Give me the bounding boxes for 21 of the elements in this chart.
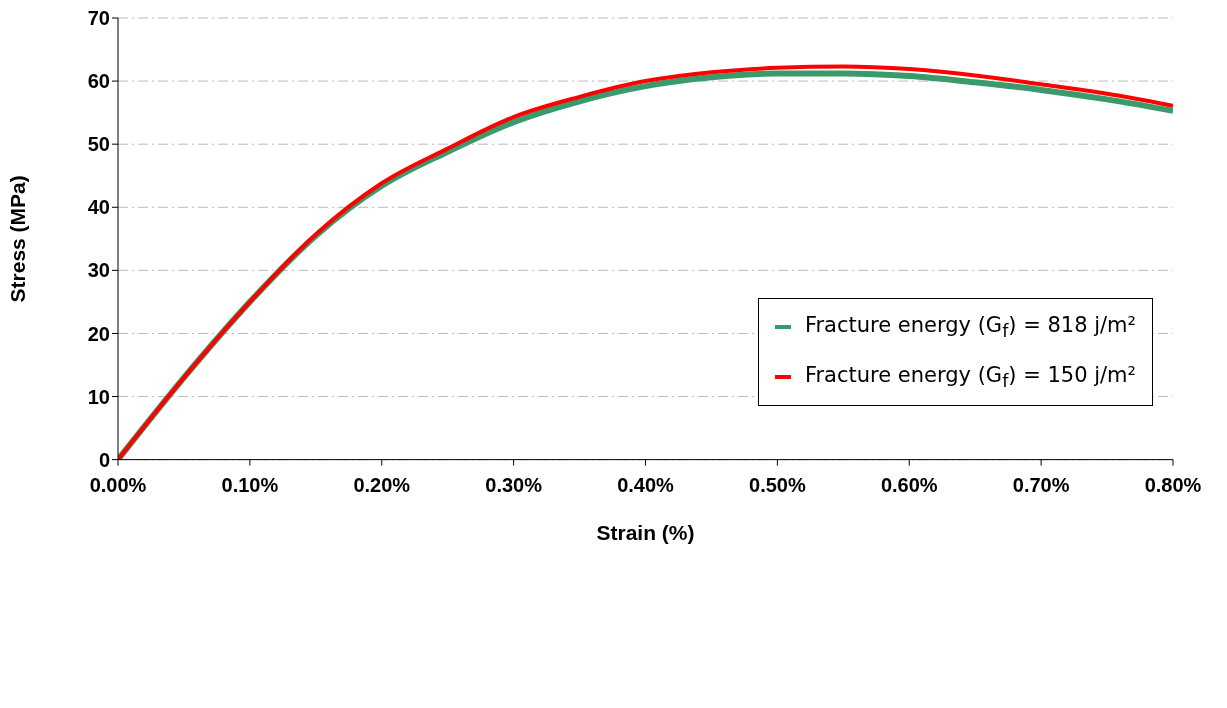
y-axis-title: Stress (MPa) [6, 175, 30, 303]
x-tick-label: 0.30% [485, 473, 543, 496]
x-tick-label: 0.00% [89, 473, 147, 496]
y-tick-label: 10 [87, 385, 110, 408]
x-tick-label: 0.50% [749, 473, 806, 496]
x-tick-label: 0.40% [617, 473, 675, 496]
y-tick-label: 70 [87, 7, 110, 30]
y-tick-label: 50 [87, 133, 110, 156]
x-tick-label: 0.80% [1144, 473, 1202, 496]
legend-label: Fracture energy (G$_{f}$) = 818 j/m² [804, 313, 1136, 342]
x-tick-label: 0.20% [353, 473, 411, 496]
y-tick-label: 20 [87, 322, 110, 345]
y-tick-label: 60 [87, 70, 110, 93]
y-tick-label: 0 [98, 448, 110, 471]
x-tick-label: 0.10% [221, 473, 279, 496]
x-tick-label: 0.70% [1012, 473, 1070, 496]
y-tick-label: 40 [87, 196, 110, 219]
x-tick-label: 0.60% [880, 473, 938, 496]
x-axis-title: Strain (%) [596, 520, 695, 544]
legend-label: Fracture energy (G$_{f}$) = 150 j/m² [804, 363, 1136, 392]
y-tick-label: 30 [87, 259, 110, 282]
